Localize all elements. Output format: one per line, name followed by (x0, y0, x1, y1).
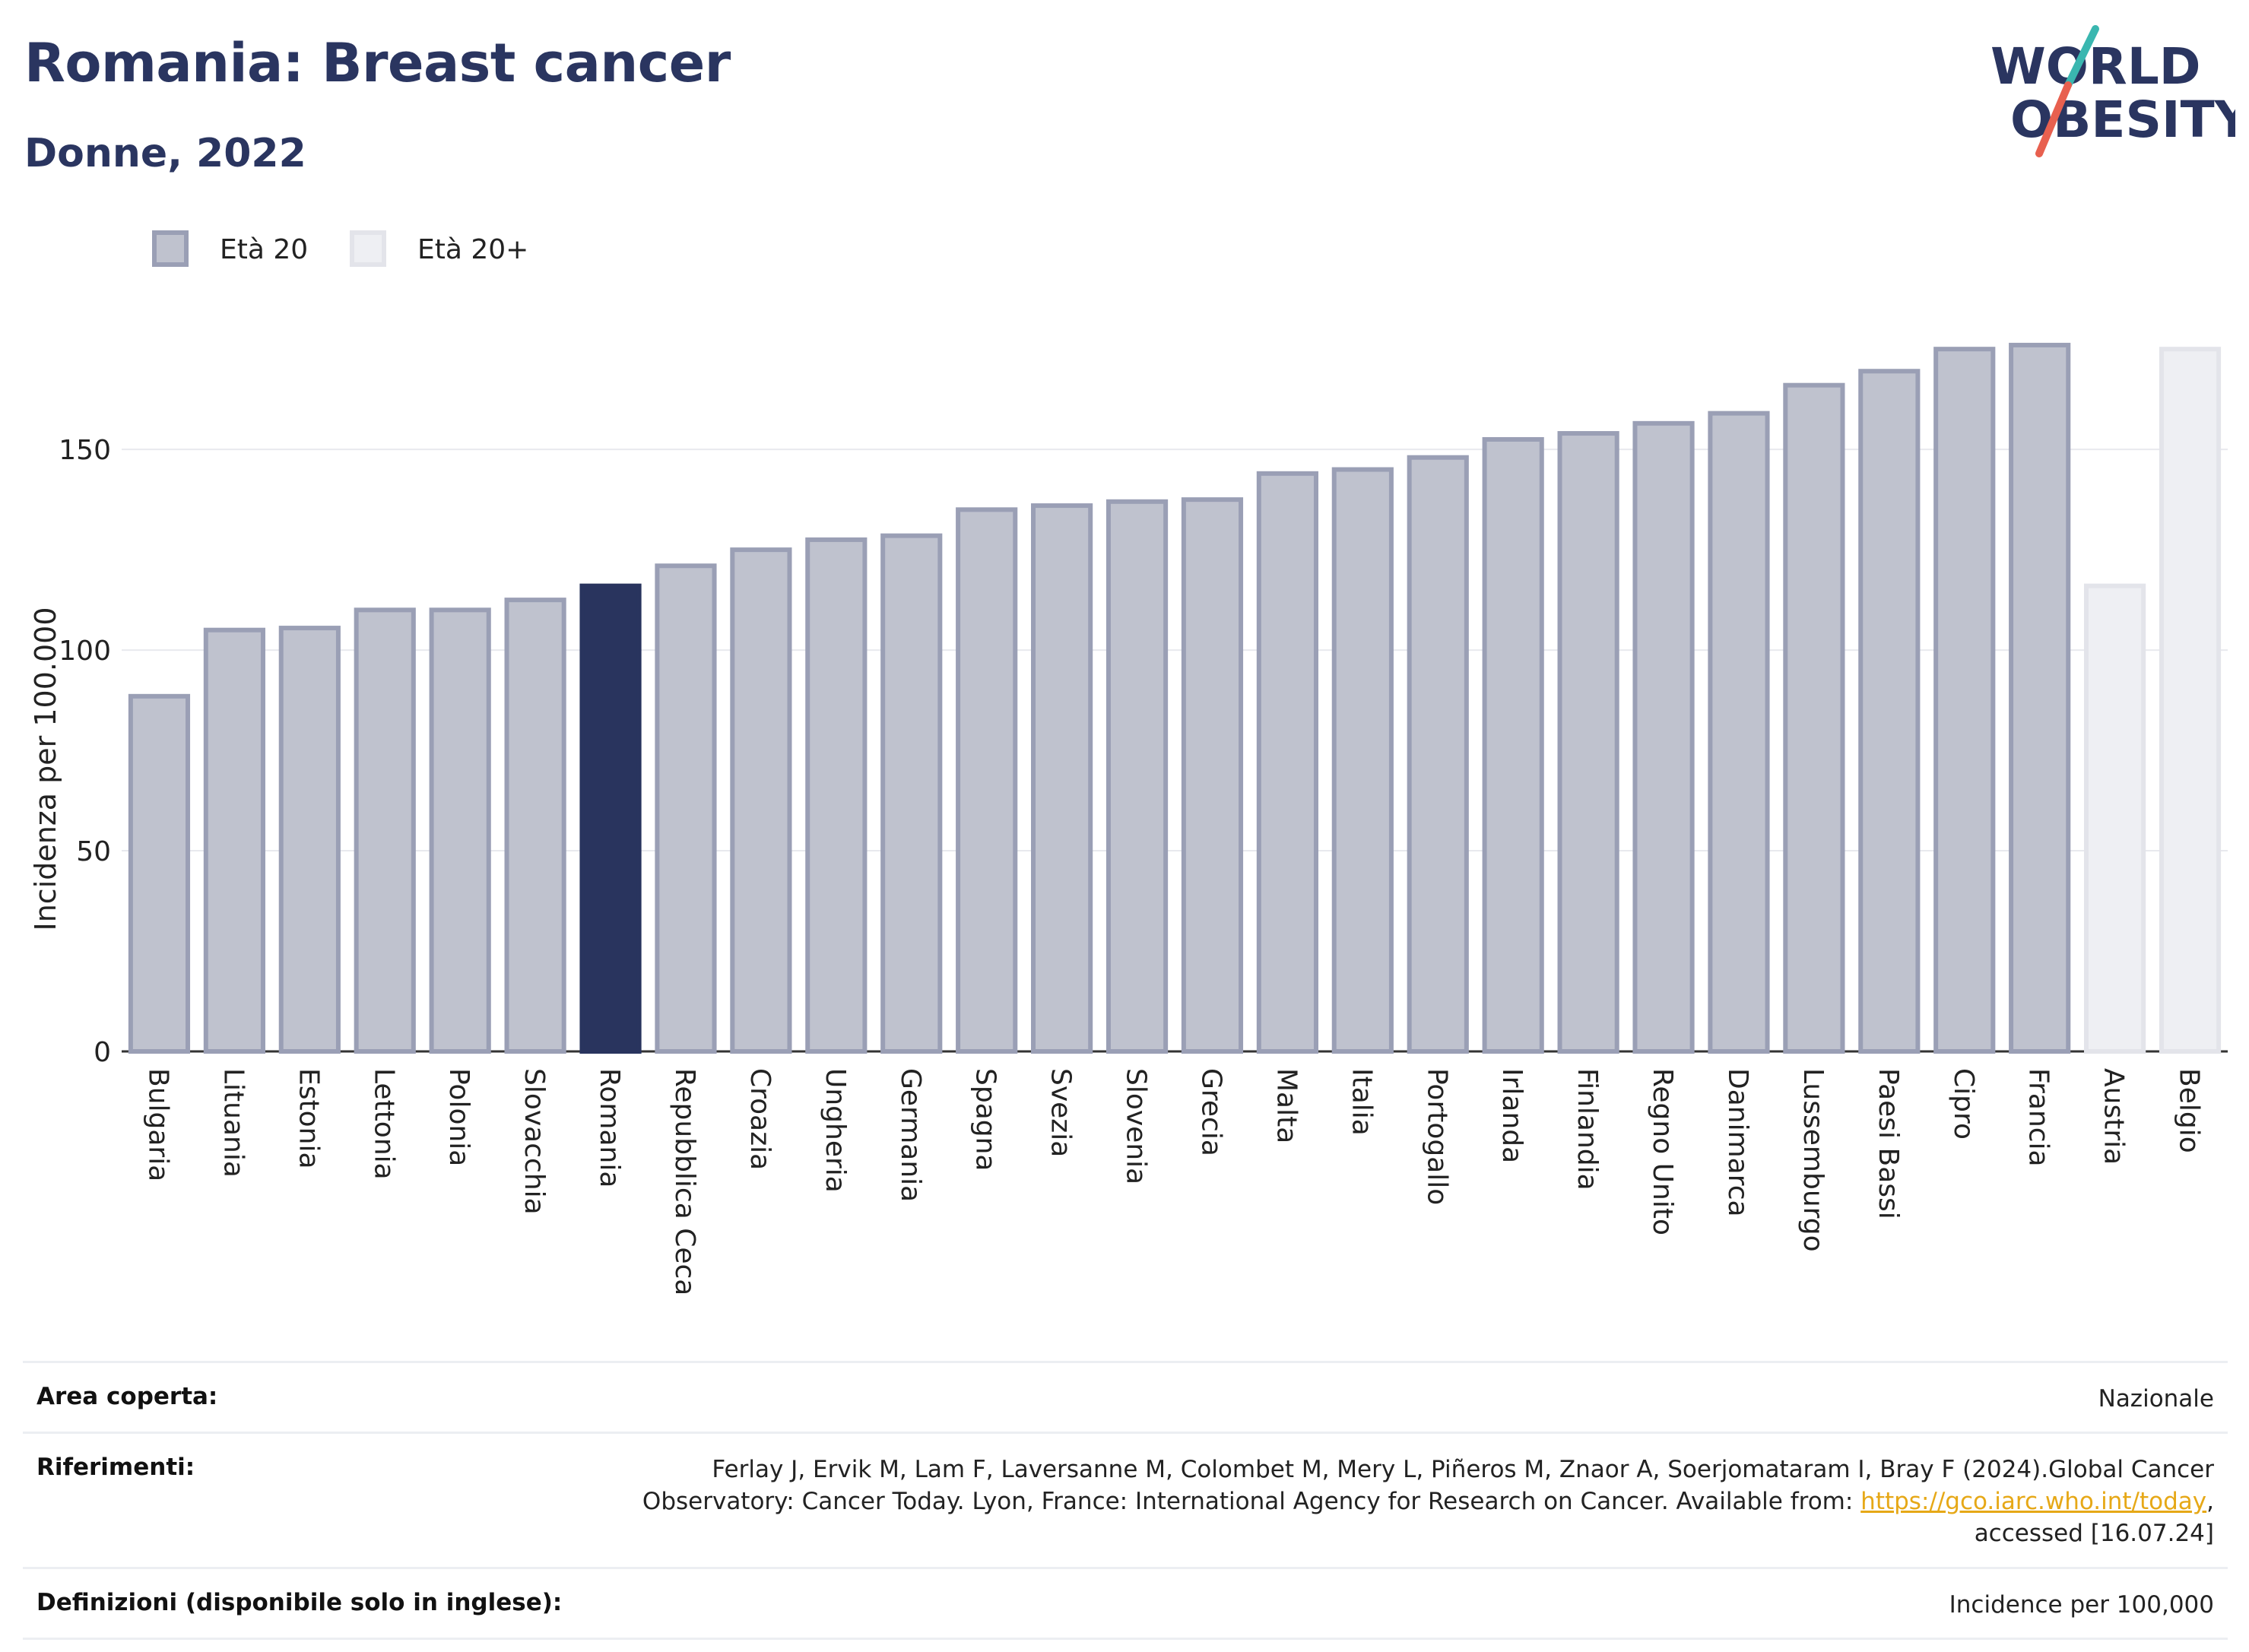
bar-spagna (956, 507, 1018, 1054)
legend-swatch (350, 230, 386, 267)
x-tick-label: Germania (895, 1068, 926, 1202)
logo-line-1: WORLD (1990, 37, 2201, 96)
x-tick-label: Romania (594, 1068, 625, 1187)
bar-slovenia (1105, 499, 1169, 1054)
y-tick-label: 50 (76, 836, 111, 867)
bar-bulgaria (128, 693, 191, 1054)
bar-slovacchia (504, 598, 566, 1054)
bar-lettonia (354, 607, 416, 1054)
page-subtitle: Donne, 2022 (24, 131, 306, 176)
bar-lituania (203, 627, 265, 1054)
meta-row-definitions: Definizioni (disponibile solo in inglese… (23, 1566, 2228, 1640)
x-tick-label: Grecia (1195, 1068, 1226, 1156)
x-tick-label: Belgio (2174, 1068, 2205, 1153)
legend-label: Età 20 (220, 234, 308, 265)
x-tick-label: Irlanda (1496, 1068, 1527, 1163)
meta-key-area: Area coperta: (36, 1383, 218, 1410)
bar-regno-unito (1632, 420, 1695, 1054)
bar-grecia (1181, 497, 1244, 1054)
x-tick-label: Francia (2023, 1068, 2054, 1167)
logo-slash-teal (2064, 25, 2099, 89)
x-tick-label: Finlandia (1572, 1068, 1603, 1191)
reference-suffix: , accessed [16.07.24] (1974, 1488, 2214, 1548)
x-tick-label: Bulgaria (142, 1068, 173, 1181)
bar-malta (1256, 471, 1318, 1054)
reference-text: Ferlay J, Ervik M, Lam F, Laversanne M, … (642, 1456, 2214, 1516)
x-tick-label: Danimarca (1722, 1068, 1753, 1217)
world-obesity-logo: WORLD OBESITY (1990, 25, 2235, 157)
x-tick-label: Slovenia (1121, 1068, 1152, 1184)
x-tick-label: Paesi Bassi (1873, 1068, 1904, 1219)
bar-estonia (278, 626, 341, 1054)
bar-lussemburgo (1783, 382, 1845, 1054)
x-tick-label: Ungheria (820, 1068, 851, 1193)
bar-portogallo (1407, 455, 1469, 1054)
meta-key-definitions: Definizioni (disponibile solo in inglese… (36, 1588, 563, 1616)
y-tick-label: 0 (94, 1037, 111, 1068)
bar-italia (1331, 467, 1394, 1054)
bar-belgio (2159, 347, 2222, 1054)
x-tick-label: Italia (1346, 1068, 1377, 1136)
meta-key-references: Riferimenti: (36, 1454, 195, 1482)
x-tick-label: Estonia (293, 1068, 324, 1169)
meta-row-references: Riferimenti: Ferlay J, Ervik M, Lam F, L… (23, 1432, 2228, 1566)
bar-romania (579, 583, 642, 1054)
x-tick-label: Portogallo (1421, 1068, 1452, 1205)
bar-polonia (429, 607, 491, 1054)
bar-svezia (1031, 503, 1093, 1054)
legend-swatch (152, 230, 189, 267)
meta-value-area: Nazionale (2098, 1385, 2214, 1413)
bar-francia (2009, 342, 2071, 1054)
x-axis-ticks: Bulgaria Lituania Estonia Lettonia Polonia Sl… (142, 1068, 2204, 1295)
bar-germania (880, 533, 943, 1054)
x-tick-label: Regno Unito (1647, 1068, 1678, 1235)
x-tick-label: Lussemburgo (1797, 1068, 1829, 1252)
legend-label: Età 20+ (417, 234, 528, 265)
legend: Età 20 Età 20+ (152, 230, 528, 267)
y-tick-label: 150 (59, 435, 111, 466)
x-tick-label: Croazia (744, 1068, 776, 1170)
page-title: Romania: Breast cancer (24, 32, 731, 94)
x-tick-label: Polonia (443, 1068, 474, 1166)
bars (128, 342, 2222, 1054)
meta-value-definitions: Incidence per 100,000 (1949, 1590, 2214, 1619)
x-tick-label: Malta (1270, 1068, 1302, 1143)
x-tick-label: Austria (2098, 1068, 2130, 1165)
bar-cipro (1933, 347, 1996, 1054)
bar-austria (2084, 583, 2146, 1054)
x-tick-label: Repubblica Ceca (669, 1068, 700, 1295)
x-tick-label: Lettonia (368, 1068, 399, 1180)
y-tick-label: 100 (59, 636, 111, 667)
bar-croazia (730, 547, 792, 1054)
metadata-table: Area coperta: Nazionale Riferimenti: Fer… (23, 1361, 2228, 1640)
reference-link[interactable]: https://gco.iarc.who.int/today (1860, 1488, 2207, 1516)
meta-value-references: Ferlay J, Ervik M, Lam F, Laversanne M, … (602, 1454, 2214, 1549)
bar-irlanda (1482, 436, 1544, 1054)
x-tick-label: Lituania (217, 1068, 249, 1178)
bar-ungheria (805, 537, 868, 1054)
y-axis-label: Incidenza per 100.000 (29, 607, 62, 931)
meta-row-area: Area coperta: Nazionale (23, 1361, 2228, 1432)
bar-paesi-bassi (1858, 369, 1921, 1054)
x-tick-label: Svezia (1045, 1068, 1077, 1157)
logo-slash-red (2035, 81, 2072, 157)
bar-danimarca (1708, 411, 1770, 1054)
x-tick-label: Slovacchia (519, 1068, 550, 1215)
bar-repubblica-ceca (655, 563, 717, 1054)
x-tick-label: Cipro (1948, 1068, 1979, 1140)
bar-finlandia (1557, 431, 1619, 1054)
bar-chart: Età 20 Età 20+ 0 50 100 150 Bulgaria Lituania… (29, 230, 2228, 1295)
x-tick-label: Spagna (970, 1068, 1001, 1172)
y-axis-ticks: 0 50 100 150 (59, 435, 111, 1068)
